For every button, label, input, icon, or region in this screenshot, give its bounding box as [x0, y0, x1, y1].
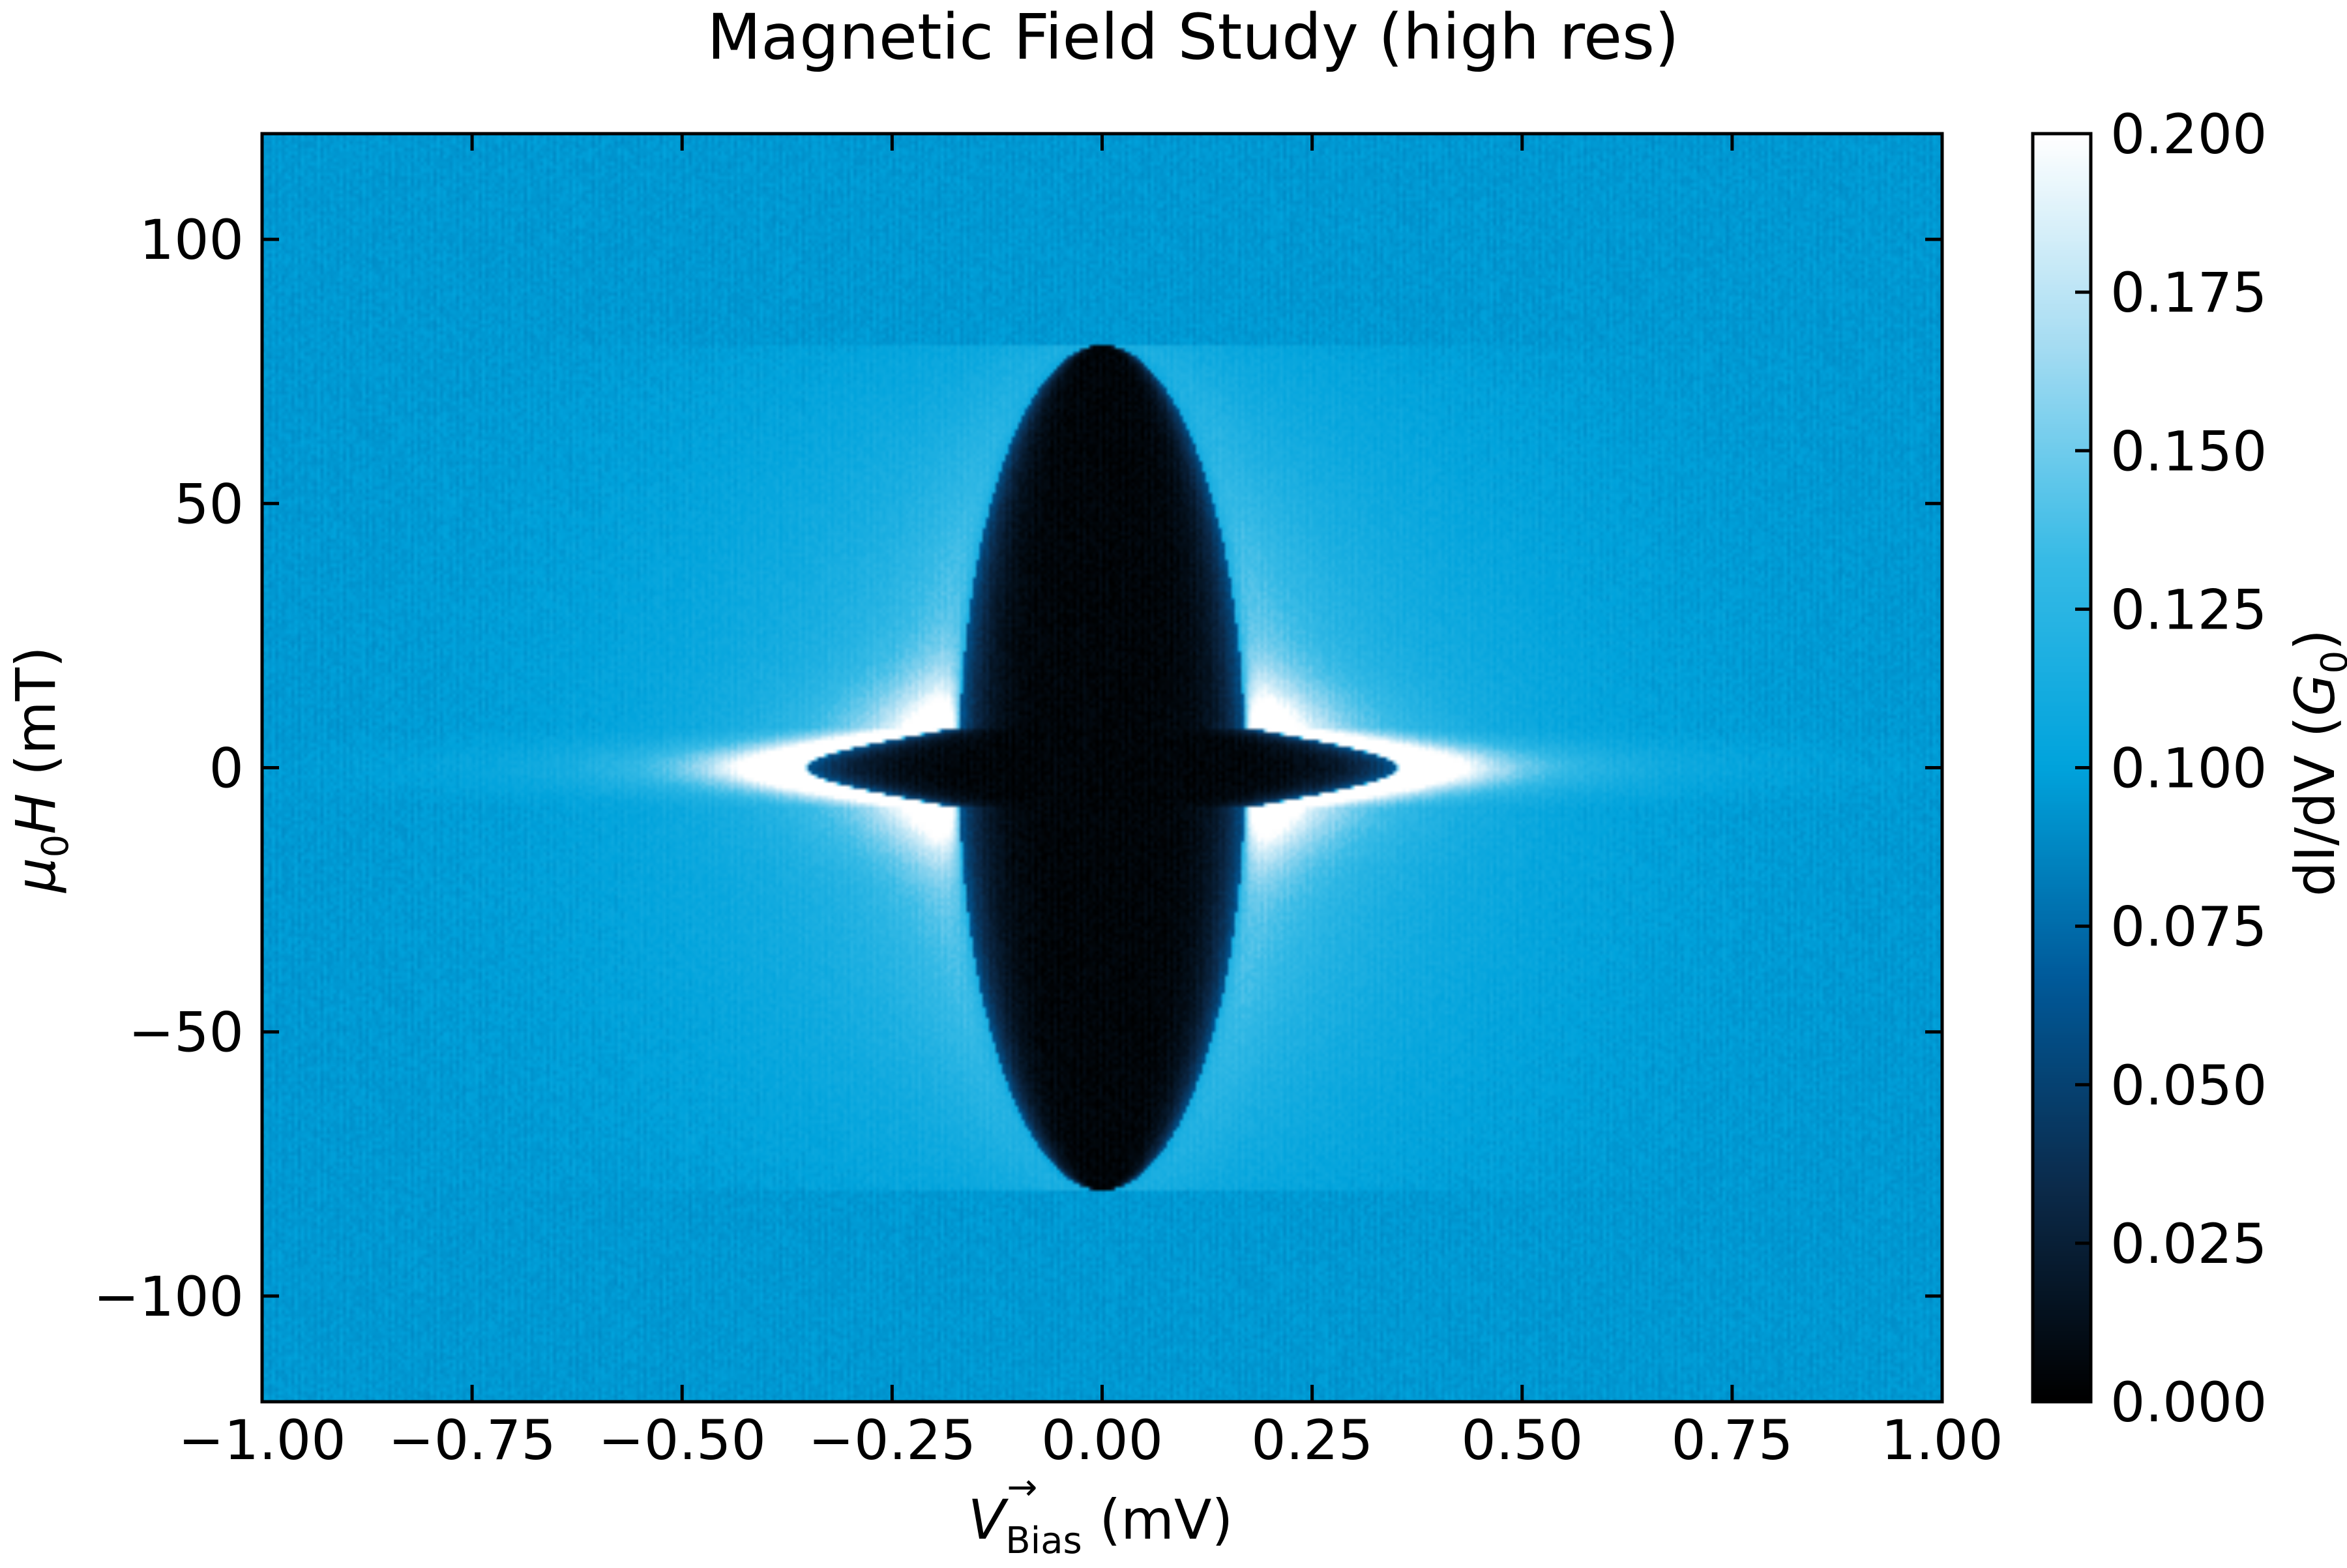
y-label-subscript: 0: [35, 835, 77, 858]
y-label-symbol: μ: [4, 857, 68, 893]
heatmap-image: [262, 134, 1942, 1402]
x-tick-label: 0.00: [1041, 1408, 1163, 1472]
colorbar-axis: 0.000 0.025 0.050 0.075 0.100 0.125 0.150 0.175…: [2075, 102, 2267, 1434]
y-tick-label: −50: [128, 1001, 244, 1065]
svg-text:μ0H (mT): μ0H (mT): [4, 646, 77, 894]
x-tick-label: 1.00: [1881, 1408, 2003, 1472]
colorbar-label: dI/dV (G0): [2283, 629, 2347, 896]
plot-area: [260, 132, 1944, 1404]
colorbar-tick-label: 0.125: [2110, 578, 2267, 642]
colorbar-tick-label: 0.050: [2110, 1054, 2267, 1117]
x-label-subscript: Bias: [1005, 1520, 1082, 1562]
x-label-unit: (mV): [1099, 1488, 1233, 1552]
y-tick-label: 50: [174, 472, 244, 536]
y-axis-label: μ0H (mT): [4, 646, 77, 894]
x-tick-label: 0.75: [1671, 1408, 1793, 1472]
x-tick-label: 0.25: [1251, 1408, 1373, 1472]
chart-title: Magnetic Field Study (high res): [707, 1, 1679, 74]
y-tick-label: 0: [209, 737, 244, 801]
colorbar-tick-label: 0.100: [2110, 737, 2267, 801]
y-tick-label: 100: [140, 208, 244, 272]
x-tick-label: 0.50: [1461, 1408, 1583, 1472]
colorbar-label-subscript: 0: [2314, 651, 2347, 674]
x-label-symbol: V: [968, 1488, 1009, 1552]
x-tick-label: −0.50: [598, 1408, 766, 1472]
colorbar-tick-label: 0.200: [2110, 102, 2267, 166]
colorbar-tick-label: 0.150: [2110, 419, 2267, 483]
x-axis: −1.00 −0.75 −0.50 −0.25 0.00 0.25 0.50 0.75 1.00: [178, 134, 2003, 1472]
svg-text:VBias (mV): VBias (mV): [968, 1488, 1233, 1562]
y-label-symbol2: H: [4, 793, 68, 835]
y-tick-label: −100: [93, 1265, 244, 1329]
x-tick-label: −1.00: [178, 1408, 346, 1472]
y-label-unit: (mT): [4, 646, 68, 776]
colorbar-tick-label: 0.000: [2110, 1370, 2267, 1434]
colorbar-label-pre: dI/dV (: [2283, 716, 2347, 896]
colorbar-tick-label: 0.075: [2110, 895, 2267, 959]
colorbar-tick-label: 0.175: [2110, 261, 2267, 325]
x-tick-label: −0.75: [388, 1408, 555, 1472]
colorbar-tick-label: 0.025: [2110, 1212, 2267, 1276]
x-axis-label: VBias (mV) →: [968, 1466, 1233, 1562]
colorbar-label-symbol: G: [2283, 673, 2347, 716]
colorbar-label-post: ): [2283, 629, 2347, 651]
svg-text:dI/dV (G0): dI/dV (G0): [2283, 629, 2347, 896]
y-axis: −100 −50 0 50 100: [93, 208, 1942, 1329]
x-tick-label: −0.25: [808, 1408, 976, 1472]
x-label-accent: →: [1007, 1466, 1038, 1509]
